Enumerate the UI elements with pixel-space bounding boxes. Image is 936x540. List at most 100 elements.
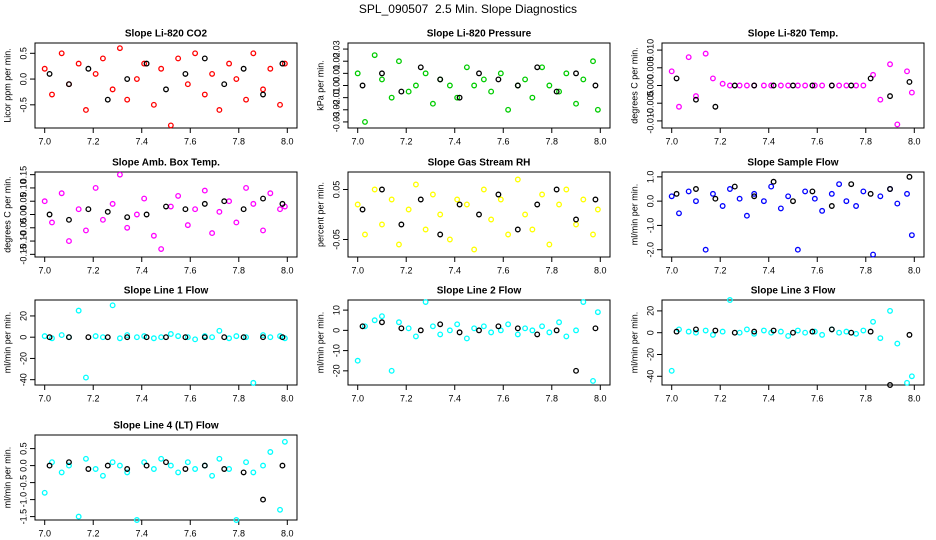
- point: [811, 82, 818, 89]
- point: [853, 82, 860, 89]
- point: [471, 82, 478, 89]
- point: [860, 188, 867, 195]
- point: [785, 82, 792, 89]
- point: [359, 323, 366, 330]
- point: [709, 331, 716, 338]
- point: [233, 517, 240, 523]
- y-tick-label: 0.01: [331, 65, 341, 83]
- point: [454, 94, 461, 101]
- point: [221, 466, 228, 472]
- y-tick-label: 0: [18, 335, 28, 340]
- point: [267, 334, 274, 341]
- x-tick-label: 7.0: [38, 265, 51, 275]
- point: [277, 206, 283, 213]
- point: [99, 472, 106, 479]
- point: [240, 65, 247, 72]
- x-tick-label: 7.6: [497, 136, 510, 146]
- point: [46, 70, 53, 77]
- point: [802, 82, 809, 89]
- y-tick-label: 0.0: [645, 195, 655, 208]
- point: [848, 82, 855, 89]
- point: [201, 334, 208, 341]
- point: [495, 76, 502, 83]
- point: [182, 466, 189, 472]
- point: [809, 82, 816, 89]
- point: [58, 469, 65, 476]
- point: [182, 70, 189, 77]
- x-tick-label: 7.2: [87, 528, 100, 538]
- point: [751, 328, 758, 335]
- plot-frame: [661, 42, 925, 129]
- point: [870, 251, 877, 258]
- point: [46, 334, 53, 341]
- x-tick-label: 7.8: [860, 393, 873, 403]
- point: [66, 216, 72, 223]
- point: [904, 68, 910, 75]
- point: [226, 198, 233, 205]
- point: [843, 198, 850, 205]
- point: [412, 82, 419, 89]
- point: [495, 323, 502, 330]
- point: [226, 335, 233, 342]
- plot-frame: [34, 171, 298, 258]
- point: [719, 203, 726, 209]
- point: [405, 206, 412, 213]
- point: [150, 335, 157, 342]
- point: [668, 367, 675, 374]
- point: [359, 82, 366, 89]
- x-tick-label: 7.6: [497, 265, 510, 275]
- x-tick-label: 7.4: [135, 528, 148, 538]
- point: [760, 327, 767, 334]
- point: [736, 195, 743, 202]
- point: [777, 82, 784, 89]
- point: [379, 319, 385, 326]
- x-tick-label: 7.4: [762, 265, 775, 275]
- point: [437, 231, 444, 238]
- point: [167, 331, 174, 337]
- plot-frame: [34, 42, 298, 129]
- point: [446, 327, 453, 334]
- chart-title: Slope Line 1 Flow: [124, 286, 209, 297]
- point: [184, 334, 191, 341]
- point: [158, 334, 165, 341]
- point: [894, 121, 901, 128]
- point: [226, 60, 233, 67]
- y-tick-label: -0.5: [18, 97, 28, 113]
- point: [488, 329, 495, 336]
- point: [563, 186, 570, 193]
- point: [497, 327, 504, 334]
- point: [405, 88, 412, 95]
- point: [184, 459, 191, 466]
- point: [777, 328, 784, 335]
- point: [395, 319, 402, 326]
- point: [362, 118, 368, 125]
- point: [371, 317, 378, 324]
- point: [412, 333, 419, 340]
- point: [437, 211, 444, 218]
- point: [417, 196, 424, 203]
- point: [216, 107, 223, 113]
- point: [809, 188, 816, 195]
- x-tick-label: 7.6: [811, 393, 824, 403]
- point: [267, 65, 274, 72]
- point: [768, 183, 775, 190]
- point: [726, 186, 733, 192]
- point: [702, 246, 709, 253]
- point: [702, 50, 709, 57]
- point: [66, 334, 72, 341]
- point: [99, 216, 106, 223]
- point: [175, 333, 182, 340]
- point: [85, 334, 92, 341]
- x-tick-label: 7.6: [184, 393, 197, 403]
- point: [395, 58, 402, 65]
- y-axis-label: degrees C per min.: [2, 176, 12, 253]
- point: [573, 70, 579, 77]
- point: [233, 76, 240, 83]
- x-tick-label: 7.6: [184, 136, 197, 146]
- point: [719, 80, 726, 87]
- x-tick-label: 7.8: [546, 265, 559, 275]
- x-tick-label: 7.8: [233, 528, 246, 538]
- point: [163, 334, 169, 341]
- point: [412, 181, 419, 188]
- point: [49, 91, 55, 98]
